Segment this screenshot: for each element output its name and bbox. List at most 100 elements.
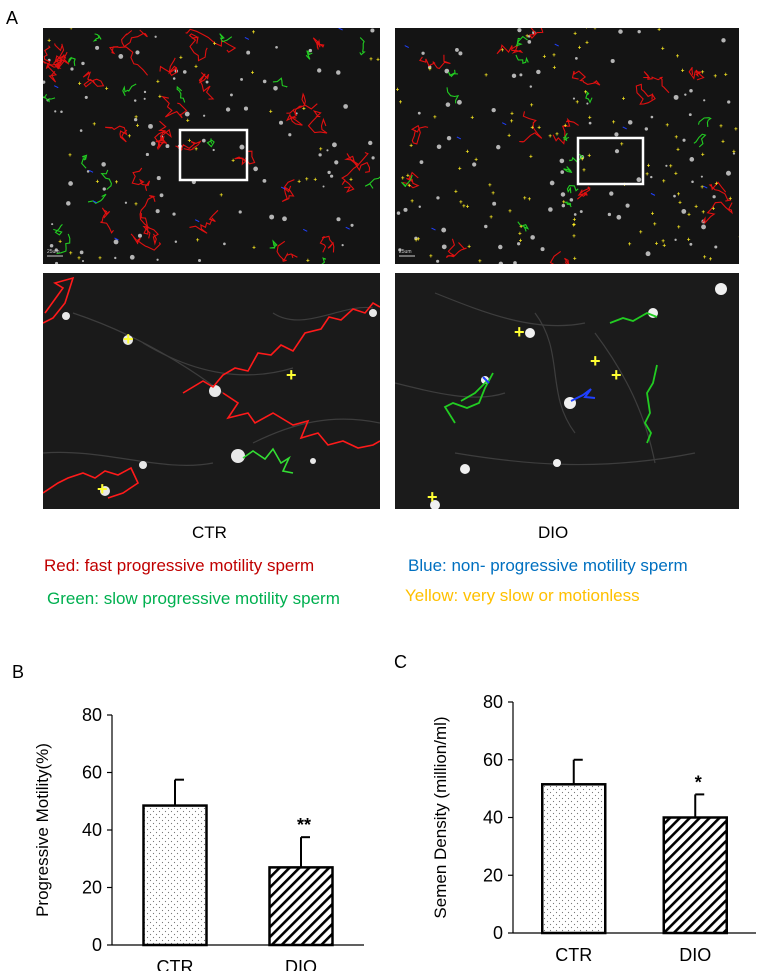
svg-text:+: +: [196, 238, 200, 244]
svg-text:+: +: [585, 40, 589, 46]
svg-text:+: +: [349, 177, 353, 183]
svg-text:+: +: [98, 256, 102, 262]
bar-dio: [268, 866, 334, 947]
svg-text:+: +: [407, 183, 411, 189]
svg-text:+: +: [510, 119, 514, 125]
x-tick-label: CTR: [555, 945, 592, 965]
micrograph-dio-overview-tracks: + + + + + + + + + + + + + + + + + + + + + + + + + + + + + + + + + + + + + + + +…: [395, 28, 739, 264]
svg-text:+: +: [58, 239, 62, 245]
svg-text:+: +: [611, 365, 622, 385]
svg-text:+: +: [572, 222, 576, 228]
svg-text:+: +: [188, 139, 192, 145]
panel-label-a: A: [6, 8, 19, 28]
svg-text:+: +: [134, 202, 138, 208]
svg-text:+: +: [134, 115, 138, 121]
svg-text:+: +: [687, 212, 691, 218]
svg-text:+: +: [572, 234, 576, 240]
svg-text:+: +: [661, 47, 665, 53]
svg-text:+: +: [553, 66, 557, 72]
svg-text:+: +: [666, 123, 670, 129]
svg-text:+: +: [194, 147, 198, 153]
svg-text:+: +: [729, 197, 733, 203]
svg-text:+: +: [488, 183, 492, 189]
svg-text:+: +: [678, 200, 682, 206]
y-tick-label: 80: [483, 692, 503, 712]
y-tick-label: 20: [483, 865, 503, 885]
svg-text:+: +: [97, 479, 108, 499]
zoom-box: [576, 136, 645, 186]
svg-text:+: +: [251, 70, 255, 76]
micrograph-ctr-overview: + + + + + + + + + + + + + + + + + + + + + + + + + + + + + + + + + + + + + + + +…: [43, 28, 380, 264]
bar-dio: [662, 816, 728, 935]
x-tick-label: DIO: [679, 945, 711, 965]
svg-text:+: +: [719, 124, 723, 130]
svg-text:+: +: [700, 185, 704, 191]
svg-text:+: +: [105, 87, 109, 93]
svg-text:+: +: [724, 73, 728, 79]
svg-text:+: +: [136, 124, 140, 130]
svg-text:+: +: [653, 222, 657, 228]
significance-marker: *: [695, 772, 702, 792]
micrograph-ctr-zoom-tracks: + + +: [43, 273, 380, 509]
svg-text:+: +: [428, 67, 432, 73]
svg-text:+: +: [675, 135, 679, 141]
legend-blue: Blue: non- progressive motility sperm: [408, 556, 688, 575]
x-tick-label: DIO: [285, 957, 317, 971]
svg-text:+: +: [676, 54, 680, 60]
svg-text:+: +: [417, 237, 421, 243]
svg-text:+: +: [662, 179, 666, 185]
svg-text:+: +: [519, 238, 523, 244]
svg-text:+: +: [231, 158, 235, 164]
micrograph-dio-overview: + + + + + + + + + + + + + + + + + + + + + + + + + + + + + + + + + + + + + + + +…: [395, 28, 739, 264]
svg-text:+: +: [194, 65, 198, 71]
panel-label-c: C: [394, 652, 407, 672]
legend-yellow: Yellow: very slow or motionless: [405, 586, 640, 605]
svg-text:+: +: [508, 209, 512, 215]
svg-text:+: +: [369, 57, 373, 63]
svg-text:+: +: [531, 126, 535, 132]
y-tick-label: 40: [483, 808, 503, 828]
svg-text:+: +: [681, 69, 685, 75]
svg-text:+: +: [213, 41, 217, 47]
significance-marker: **: [297, 815, 311, 835]
svg-text:+: +: [537, 125, 541, 131]
svg-text:+: +: [677, 192, 681, 198]
y-axis-title: Progressive Motility(%): [33, 743, 52, 917]
svg-text:+: +: [593, 28, 597, 32]
svg-text:+: +: [68, 153, 72, 159]
svg-text:+: +: [286, 365, 297, 385]
svg-text:+: +: [77, 256, 81, 262]
svg-text:+: +: [563, 123, 567, 129]
svg-text:+: +: [399, 100, 403, 106]
svg-text:+: +: [115, 180, 119, 186]
y-tick-label: 80: [82, 705, 102, 725]
dio-label: DIO: [538, 523, 569, 542]
svg-text:+: +: [584, 90, 588, 96]
svg-text:+: +: [467, 245, 471, 251]
y-tick-label: 20: [82, 878, 102, 898]
svg-text:+: +: [306, 258, 310, 264]
svg-text:+: +: [474, 157, 478, 163]
svg-text:+: +: [454, 189, 458, 195]
svg-text:+: +: [219, 193, 223, 199]
y-tick-label: 0: [493, 923, 503, 943]
svg-text:+: +: [701, 153, 705, 159]
svg-text:+: +: [562, 200, 566, 206]
y-tick-label: 60: [483, 750, 503, 770]
svg-text:+: +: [489, 215, 493, 221]
svg-text:+: +: [639, 230, 643, 236]
svg-text:+: +: [701, 210, 705, 216]
svg-text:+: +: [93, 122, 97, 128]
svg-text:+: +: [573, 32, 577, 38]
svg-text:+: +: [669, 164, 673, 170]
svg-text:+: +: [186, 119, 190, 125]
svg-text:+: +: [651, 211, 655, 217]
svg-text:+: +: [715, 181, 719, 187]
scale-bar-label: 25um: [399, 249, 412, 255]
svg-text:+: +: [396, 88, 400, 94]
svg-text:+: +: [677, 225, 681, 231]
svg-text:+: +: [409, 144, 413, 150]
svg-text:+: +: [647, 164, 651, 170]
svg-text:+: +: [674, 172, 678, 178]
svg-text:+: +: [645, 172, 649, 178]
